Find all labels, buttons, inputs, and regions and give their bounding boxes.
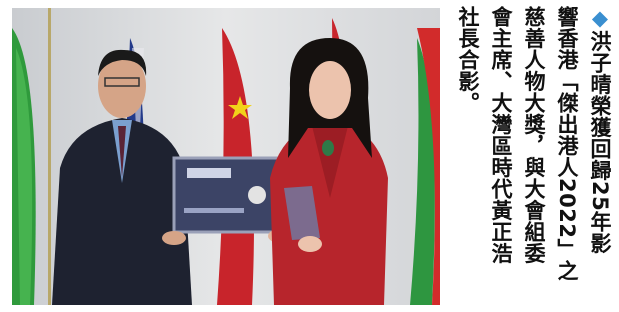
caption-line: 社長合影。 bbox=[451, 6, 484, 306]
photo bbox=[12, 8, 440, 305]
caption-line: 會主席、大灣區時代黃正浩 bbox=[484, 6, 517, 306]
caption-line: 響香港「傑出港人2022」之 bbox=[550, 6, 583, 306]
caption-text: 慈善人物大獎，與大會組委 bbox=[522, 6, 546, 264]
caption-text: 響香港「傑出港人2022」之 bbox=[555, 6, 579, 281]
caption-line: ◆洪子晴榮獲回歸25年影 bbox=[583, 6, 616, 306]
caption-marker: ◆ bbox=[588, 6, 612, 31]
caption-text: 社長合影。 bbox=[456, 6, 480, 114]
caption-text: 會主席、大灣區時代黃正浩 bbox=[489, 6, 513, 264]
page: {"caption": {"marker": "◆", "lines": ["洪… bbox=[0, 0, 619, 312]
caption-line: 慈善人物大獎，與大會組委 bbox=[517, 6, 550, 306]
caption: ◆洪子晴榮獲回歸25年影響香港「傑出港人2022」之慈善人物大獎，與大會組委會主… bbox=[448, 6, 616, 306]
caption-text: 洪子晴榮獲回歸25年影 bbox=[588, 31, 612, 255]
